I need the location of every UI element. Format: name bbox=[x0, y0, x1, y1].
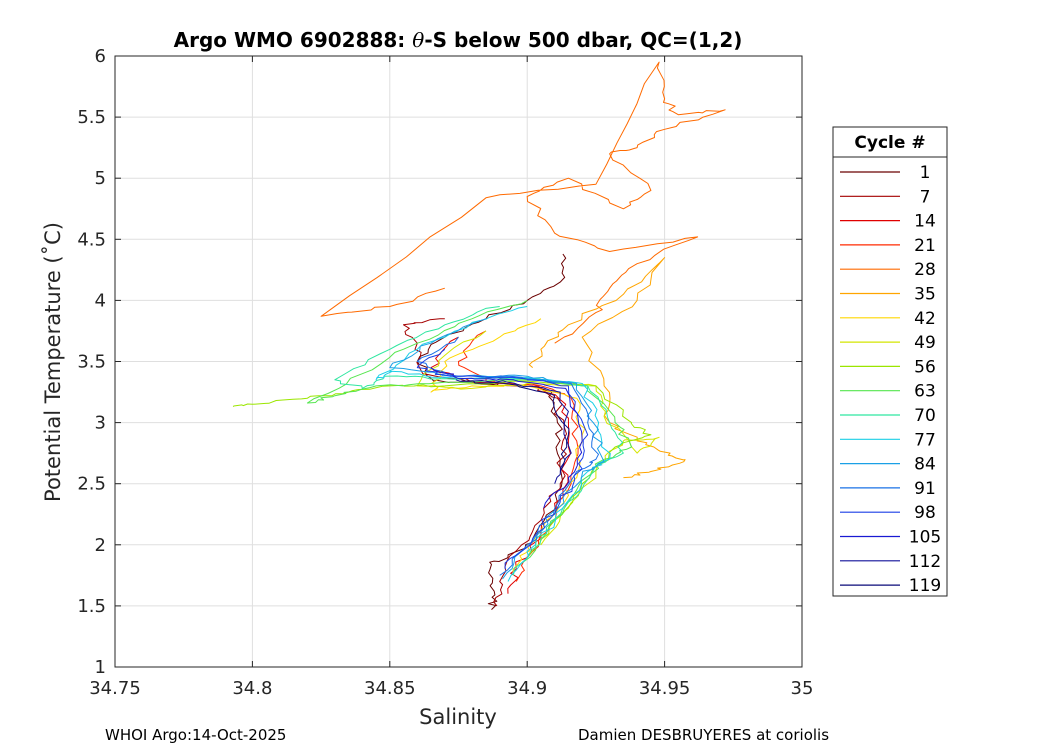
legend-label: 49 bbox=[914, 333, 936, 353]
chart-title: Argo WMO 6902888: θ-S below 500 dbar, QC… bbox=[174, 28, 743, 52]
series-line-cycle-119 bbox=[461, 380, 570, 472]
grid-lines bbox=[114, 55, 803, 668]
legend-label: 98 bbox=[914, 503, 936, 523]
series-line-cycle-28 bbox=[320, 61, 726, 344]
y-tick-label: 1.5 bbox=[77, 596, 106, 617]
x-tick-label: 34.9 bbox=[507, 678, 547, 699]
legend-label: 21 bbox=[914, 236, 936, 256]
y-tick-label: 4.5 bbox=[77, 229, 106, 250]
series-line-cycle-35 bbox=[528, 257, 686, 479]
footer-right-text: Damien DESBRUYERES at coriolis bbox=[578, 726, 829, 744]
x-tick-label: 34.85 bbox=[364, 678, 416, 699]
legend-label: 70 bbox=[914, 406, 936, 426]
y-tick-label: 5.5 bbox=[77, 107, 106, 128]
x-tick-label: 34.95 bbox=[639, 678, 691, 699]
legend-items: 1 7 14 21 28 35 42 49 56 63 70 77 84 91 98 105 112 119 bbox=[840, 163, 941, 596]
y-axis-ticks: 1 1.5 2 2.5 3 3.5 4 4.5 5 5.5 6 bbox=[77, 46, 802, 678]
legend-label: 1 bbox=[920, 163, 931, 183]
legend-label: 63 bbox=[914, 382, 936, 402]
data-series-group bbox=[232, 61, 726, 610]
series-line-cycle-91 bbox=[416, 336, 599, 576]
legend-label: 56 bbox=[914, 357, 936, 377]
x-tick-label: 34.8 bbox=[232, 678, 272, 699]
legend-label: 77 bbox=[914, 430, 936, 450]
y-tick-label: 1 bbox=[95, 657, 106, 678]
series-line-cycle-105 bbox=[430, 367, 583, 509]
series-line-cycle-21 bbox=[458, 330, 579, 582]
y-axis-label: Potential Temperature (˚C) bbox=[41, 222, 65, 502]
legend-label: 28 bbox=[914, 260, 936, 280]
y-tick-label: 3 bbox=[95, 413, 106, 434]
chart-title-prefix: Argo WMO 6902888: bbox=[174, 28, 413, 52]
legend-label: 35 bbox=[914, 285, 936, 305]
legend-label: 14 bbox=[914, 212, 936, 232]
y-tick-label: 6 bbox=[95, 46, 106, 67]
y-tick-label: 2.5 bbox=[77, 474, 106, 495]
legend-box bbox=[832, 126, 948, 597]
legend-label: 112 bbox=[909, 552, 941, 572]
legend: Cycle # 17142128354249566370778491981051… bbox=[832, 126, 948, 597]
y-tick-label: 5 bbox=[95, 168, 106, 189]
footer-left-text: WHOI Argo:14-Oct-2025 bbox=[105, 726, 286, 744]
legend-label: 42 bbox=[914, 309, 936, 329]
legend-label: 91 bbox=[914, 479, 936, 499]
y-tick-label: 3.5 bbox=[77, 352, 106, 373]
x-axis-label: Salinity bbox=[419, 705, 497, 729]
legend-label: 119 bbox=[909, 576, 941, 596]
legend-title: Cycle # bbox=[854, 133, 925, 153]
x-tick-label: 35 bbox=[791, 678, 814, 699]
legend-label: 84 bbox=[914, 455, 936, 475]
x-axis-ticks: 34.75 34.8 34.85 34.9 34.95 35 bbox=[89, 56, 813, 699]
chart-title-suffix: -S below 500 dbar, QC=(1,2) bbox=[424, 28, 742, 52]
x-tick-label: 34.75 bbox=[89, 678, 141, 699]
legend-label: 105 bbox=[909, 528, 941, 548]
chart-title-symbol: θ bbox=[412, 28, 424, 52]
series-line-cycle-77 bbox=[375, 306, 611, 582]
legend-label: 7 bbox=[920, 187, 931, 207]
y-tick-label: 2 bbox=[95, 535, 106, 556]
y-tick-label: 4 bbox=[95, 290, 106, 311]
